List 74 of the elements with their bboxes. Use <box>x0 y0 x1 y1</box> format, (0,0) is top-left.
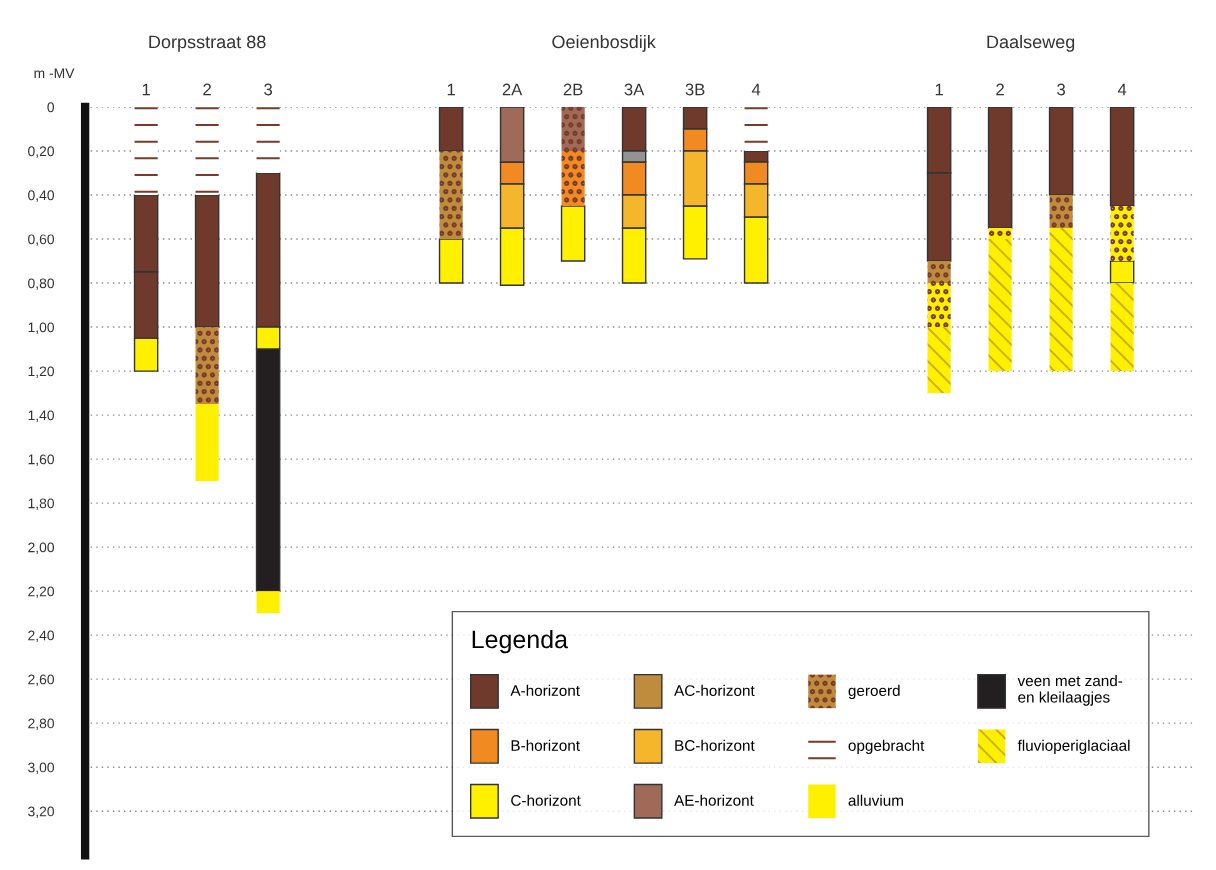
bar <box>1049 195 1073 229</box>
x-tick-label: 3 <box>264 83 273 96</box>
x-tick-label: 3A <box>624 83 645 96</box>
legend-label: C-horizont <box>511 794 581 806</box>
legend-label: geroerd <box>848 684 900 700</box>
legend-label: B-horizont <box>511 739 580 751</box>
y-tick-label: 3,00 <box>28 762 55 774</box>
bar <box>256 107 280 174</box>
x-tick-label: 4 <box>1117 83 1127 96</box>
y-tick-label: 2,40 <box>28 630 55 642</box>
legend-label: alluvium <box>848 794 903 806</box>
bar <box>438 238 464 284</box>
x-tick-label: 2 <box>996 83 1004 96</box>
legend-label: A-horizont <box>510 684 580 697</box>
bar <box>195 404 219 482</box>
y-axis-title: m -MV <box>34 68 75 78</box>
x-tick-label: 1 <box>447 83 455 96</box>
y-tick-label: 0,80 <box>28 278 55 290</box>
bar <box>195 327 219 405</box>
bar <box>439 151 463 240</box>
legend-label: AE-horizont <box>674 794 754 806</box>
bar <box>194 194 220 328</box>
text: Oeienbosdijk <box>552 35 656 52</box>
y-tick-label: 0 <box>47 102 55 113</box>
y-tick-label: 1,00 <box>28 322 55 334</box>
bar <box>988 294 1012 372</box>
bar <box>561 151 585 207</box>
bar <box>744 107 768 152</box>
legend-label: opgebracht <box>848 739 925 754</box>
y-tick-label: 1,80 <box>28 498 55 510</box>
y-tick-label: 1,40 <box>28 410 55 422</box>
x-tick-label: 1 <box>142 83 150 96</box>
bar <box>927 349 951 394</box>
bar <box>988 239 1012 295</box>
bar <box>1110 283 1134 372</box>
bar <box>1109 260 1135 284</box>
bar <box>1048 107 1074 196</box>
legend-label: fluvioperiglaciaal <box>1017 739 1130 754</box>
y-tick-label: 3,20 <box>28 806 55 819</box>
legend-title: Legenda <box>472 629 569 654</box>
text: Daalseweg <box>987 35 1075 52</box>
bar <box>1049 228 1073 273</box>
legend-label: AC-horizont <box>674 684 755 697</box>
x-tick-label: 1 <box>935 83 943 96</box>
y-tick-label: 1,60 <box>28 454 55 466</box>
y-tick-label: 2,60 <box>28 674 55 686</box>
y-tick-label: 0,20 <box>28 146 55 158</box>
x-tick-label: 3B <box>685 83 705 96</box>
legend-label: BC-horizont <box>675 739 755 751</box>
legend-label: veen met zand- en kleilaagjes <box>1017 674 1123 706</box>
x-tick-label: 2A <box>502 83 523 96</box>
y-tick-label: 2,80 <box>28 718 55 730</box>
bar <box>195 107 219 196</box>
bar <box>1109 107 1135 207</box>
bar <box>927 327 951 350</box>
y-tick-label: 0,60 <box>28 234 55 246</box>
y-tick-label: 1,20 <box>28 366 55 378</box>
bar <box>438 107 464 152</box>
bar <box>987 107 1013 229</box>
y-tick-label: 2,00 <box>28 542 55 554</box>
bar <box>256 591 280 614</box>
x-tick-label: 2B <box>563 83 583 96</box>
bar <box>1049 272 1073 372</box>
bar <box>927 283 951 328</box>
y-tick-label: 2,20 <box>28 586 55 598</box>
x-tick-label: 2 <box>203 83 211 96</box>
text: Dorpsstraat 88 <box>149 35 266 52</box>
bar <box>927 261 951 284</box>
y-tick-label: 0,40 <box>28 190 55 202</box>
x-tick-label: 3 <box>1057 83 1066 96</box>
x-tick-label: 4 <box>751 83 761 96</box>
bar <box>134 107 158 196</box>
bar <box>560 205 586 262</box>
bar <box>561 107 585 152</box>
